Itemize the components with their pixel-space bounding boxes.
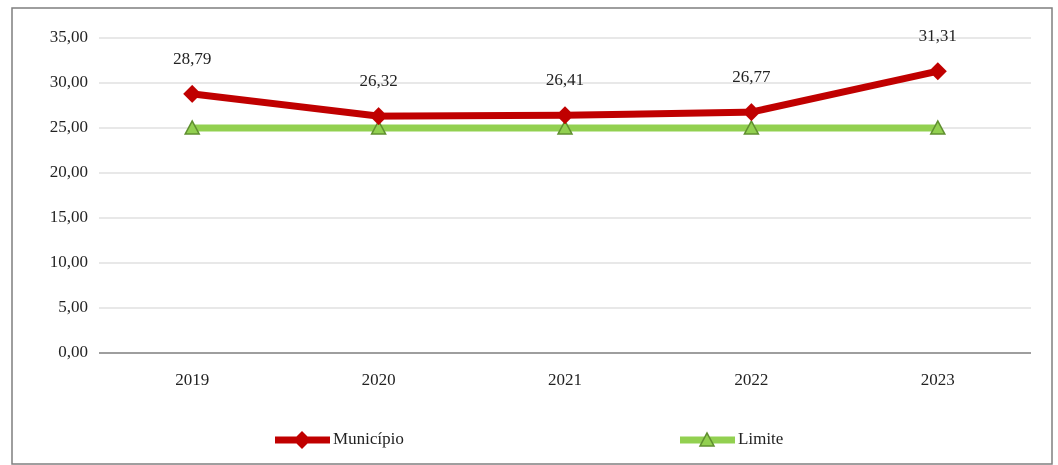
y-tick-label: 25,00 — [50, 117, 88, 136]
data-label: 26,77 — [732, 67, 771, 86]
y-tick-label: 0,00 — [58, 342, 88, 361]
data-label: 26,32 — [359, 71, 397, 90]
point-marker — [183, 119, 201, 135]
legend-marker — [698, 431, 716, 447]
y-tick-label: 10,00 — [50, 252, 88, 271]
point-marker — [928, 62, 947, 81]
y-tick-label: 20,00 — [50, 162, 88, 181]
data-label: 26,41 — [546, 70, 584, 89]
x-tick-label: 2019 — [175, 370, 209, 389]
x-tick-label: 2022 — [734, 370, 768, 389]
y-tick-label: 5,00 — [58, 297, 88, 316]
point-marker — [370, 119, 387, 135]
point-marker — [556, 106, 574, 125]
point-marker — [742, 103, 761, 122]
x-tick-label: 2020 — [362, 370, 396, 389]
point-marker — [929, 119, 947, 135]
data-label: 28,79 — [173, 49, 211, 68]
x-tick-label: 2021 — [548, 370, 582, 389]
y-tick-label: 35,00 — [50, 27, 88, 46]
point-marker — [556, 119, 574, 135]
point-marker — [183, 84, 202, 103]
legend-label: Município — [333, 429, 404, 448]
y-tick-label: 15,00 — [50, 207, 88, 226]
legend-marker — [293, 431, 311, 449]
legend-label: Limite — [738, 429, 783, 448]
point-marker — [743, 119, 760, 135]
data-label: 31,31 — [919, 26, 957, 45]
chart-border — [11, 7, 1053, 465]
point-marker — [369, 107, 388, 126]
y-tick-label: 30,00 — [50, 72, 88, 91]
x-tick-label: 2023 — [921, 370, 955, 389]
